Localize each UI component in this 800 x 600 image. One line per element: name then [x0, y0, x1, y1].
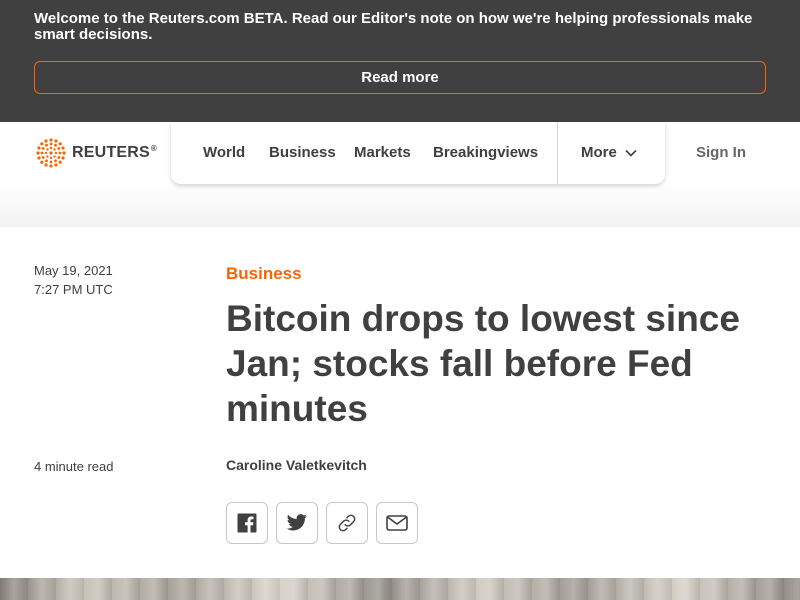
logo-dot: [54, 163, 58, 167]
header-shade: [0, 184, 800, 227]
logo-dot: [54, 151, 58, 155]
nav-divider: [557, 122, 558, 184]
logo-dot: [49, 151, 53, 155]
read-time: 4 minute read: [34, 459, 114, 474]
logo-dot: [44, 151, 48, 155]
logo-dot: [44, 163, 48, 167]
logo-dot: [54, 143, 57, 147]
logo-dot: [57, 156, 61, 159]
logo-dot: [49, 160, 53, 164]
logo-dot: [49, 142, 53, 146]
logo-dot: [45, 159, 48, 163]
logo-dot: [58, 142, 62, 146]
nav-more-label: More: [581, 144, 617, 161]
reuters-logo-icon: [36, 138, 66, 168]
article-hero-image: [0, 578, 800, 600]
logo-dot: [40, 151, 44, 155]
hero-image-texture: [0, 578, 800, 600]
logo-dot: [40, 142, 44, 146]
logo-dot: [62, 151, 66, 155]
nav-world[interactable]: World: [203, 144, 246, 161]
article-date: May 19, 2021: [34, 263, 113, 278]
nav-more-button[interactable]: More: [581, 144, 637, 161]
nav-breakingviews[interactable]: Breakingviews: [433, 144, 539, 161]
logo-registered-mark: ®: [150, 144, 157, 153]
logo-dot: [57, 147, 61, 150]
sign-in-link[interactable]: Sign In: [696, 144, 746, 161]
chevron-down-icon: [625, 149, 637, 157]
logo-text: REUTERS®: [72, 144, 157, 162]
logo-dot: [49, 156, 53, 160]
logo-dot: [40, 160, 44, 164]
article-category[interactable]: Business: [226, 264, 302, 283]
article-headline: Bitcoin drops to lowest since Jan; stock…: [226, 298, 740, 429]
logo-dot: [53, 155, 56, 158]
logo-dot: [58, 160, 62, 164]
beta-message: Welcome to the Reuters.com BETA. Read ou…: [34, 10, 753, 43]
logo-dot: [49, 146, 53, 150]
logo-dot: [53, 148, 56, 151]
logo-dot: [37, 156, 41, 160]
twitter-icon: [286, 514, 307, 531]
logo-dot: [49, 164, 53, 168]
logo-dot: [54, 139, 58, 143]
logo-dot: [54, 159, 57, 163]
share-email-button[interactable]: [376, 502, 418, 544]
logo-wordmark: REUTERS: [72, 144, 150, 161]
email-icon: [386, 515, 408, 531]
nav-markets[interactable]: Markets: [354, 144, 411, 161]
article-author[interactable]: Caroline Valetkevitch: [226, 457, 367, 473]
logo-dot: [41, 147, 45, 150]
facebook-icon: [237, 513, 257, 533]
logo-dot: [46, 155, 49, 158]
logo-dot: [36, 151, 40, 155]
logo-dot: [61, 156, 65, 160]
reuters-logo[interactable]: REUTERS®: [34, 138, 157, 168]
beta-banner: Welcome to the Reuters.com BETA. Read ou…: [0, 0, 800, 122]
share-facebook-button[interactable]: [226, 502, 268, 544]
read-more-button[interactable]: Read more: [34, 61, 766, 94]
logo-dot: [37, 146, 41, 150]
logo-dot: [44, 139, 48, 143]
logo-dot: [58, 151, 62, 155]
share-link-button[interactable]: [326, 502, 368, 544]
nav-business[interactable]: Business: [269, 144, 336, 161]
main-nav: World Business Markets Breakingviews Mor…: [171, 122, 665, 184]
share-twitter-button[interactable]: [276, 502, 318, 544]
logo-dot: [61, 146, 65, 150]
logo-dot: [46, 148, 49, 151]
link-icon: [338, 514, 356, 532]
logo-dot: [41, 156, 45, 159]
article-time: 7:27 PM UTC: [34, 282, 113, 297]
logo-dot: [45, 143, 48, 147]
logo-dot: [49, 138, 53, 142]
